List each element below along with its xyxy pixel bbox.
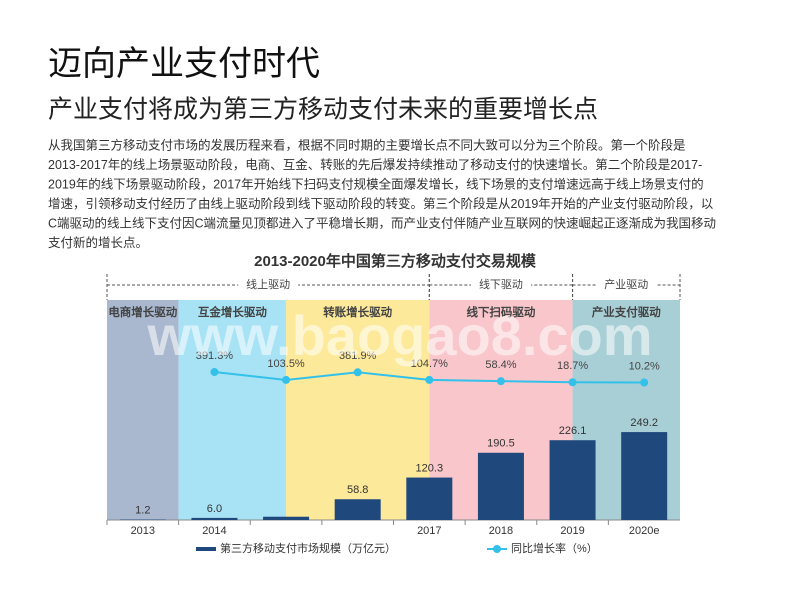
- paragraph-line: 2019年的线下场景驱动阶段，2017年开始线下扫码支付规模全面爆发增长，线下场…: [48, 176, 704, 191]
- legend-label: 同比增长率（%）: [511, 541, 598, 555]
- phase-label: 线下扫码驱动: [466, 305, 535, 319]
- paragraph-line: 支付新的增长点。: [48, 235, 148, 250]
- paragraph: 从我国第三方移动支付市场的发展历程来看，根据不同时期的主要增长点不同大致可以分为…: [48, 137, 716, 250]
- bar-value-label: 190.5: [487, 438, 515, 450]
- growth-point: [425, 375, 434, 384]
- phase-label: 电商增长驱动: [108, 305, 177, 319]
- bar-value-label: 1.2: [135, 504, 150, 516]
- driver-label-bg: [238, 277, 299, 293]
- growth-value-label: 18.7%: [557, 360, 588, 372]
- paragraph-line: 增速，引领移动支付经历了由线上驱动阶段到线下驱动阶段的转变。第三个阶段是从201…: [48, 196, 714, 211]
- bar-value-label: 226.1: [559, 425, 587, 437]
- legend-swatch-dot: [493, 545, 501, 553]
- bar-value-label: 120.3: [416, 462, 444, 474]
- driver-label: 产业驱动: [604, 277, 648, 291]
- phase-label: 转账增长驱动: [323, 305, 392, 319]
- bar: [263, 516, 310, 520]
- bar-value-label: 249.2: [630, 417, 658, 429]
- growth-value-label: 103.5%: [267, 358, 305, 370]
- bar: [621, 432, 668, 520]
- growth-point: [210, 368, 219, 377]
- x-tick-label: 2017: [417, 525, 441, 537]
- growth-value-label: 104.7%: [411, 358, 449, 370]
- phase-band: [286, 300, 430, 520]
- bar: [549, 440, 596, 520]
- x-tick-label: 2019: [560, 525, 584, 537]
- paragraph-line: 从我国第三方移动支付市场的发展历程来看，根据不同时期的主要增长点不同大致可以分为…: [48, 137, 686, 152]
- legend-label: 第三方移动支付市场规模（万亿元）: [220, 541, 396, 555]
- phase-band: [178, 300, 287, 520]
- bar-value-label: 58.8: [347, 484, 368, 496]
- slide-subtitle: 产业支付将成为第三方移动支付未来的重要增长点: [48, 96, 598, 124]
- growth-value-label: 58.4%: [485, 359, 516, 371]
- driver-label: 线上驱动: [246, 277, 290, 291]
- driver-label-bg: [470, 277, 531, 293]
- bar: [406, 477, 453, 520]
- bar: [477, 452, 524, 520]
- growth-point: [353, 368, 362, 377]
- bar: [191, 517, 238, 520]
- phase-band: [107, 300, 179, 520]
- growth-point: [640, 378, 649, 387]
- growth-value-label: 391.3%: [196, 350, 234, 362]
- x-tick-label: 2013: [131, 525, 155, 537]
- growth-point: [568, 378, 577, 387]
- driver-label-bg: [596, 277, 657, 293]
- phase-label: 互金增长驱动: [198, 305, 267, 319]
- growth-point: [282, 375, 291, 384]
- x-tick-label: 2014: [202, 525, 226, 537]
- driver-label: 线下驱动: [479, 277, 523, 291]
- x-tick-label: 2020e: [629, 525, 660, 537]
- bar-value-label: 6.0: [207, 503, 222, 515]
- phase-label: 产业支付驱动: [592, 305, 661, 319]
- growth-point: [496, 377, 505, 386]
- paragraph-line: 2013-2017年的线上场景驱动阶段，电商、互金、转账的先后爆发持续推动了移动…: [48, 157, 702, 172]
- slide-title: 迈向产业支付时代: [48, 45, 320, 83]
- watermark: www.baogao8.com: [146, 304, 652, 367]
- growth-value-label: 381.9%: [339, 350, 377, 362]
- paragraph-line: C端驱动的线上线下支付因C端流量见顶都进入了平稳增长期，而产业支付伴随产业互联网…: [48, 215, 716, 230]
- bar: [334, 499, 381, 520]
- chart-title: 2013-2020年中国第三方移动支付交易规模: [254, 252, 537, 270]
- x-tick-label: 2018: [489, 525, 513, 537]
- legend-swatch: [196, 547, 216, 551]
- chart: 电商增长驱动 互金增长驱动 转账增长驱动 线下扫码驱动 产业支付驱动 线上驱动 线下驱动 产业…: [106, 274, 681, 555]
- growth-value-label: 10.2%: [629, 360, 660, 372]
